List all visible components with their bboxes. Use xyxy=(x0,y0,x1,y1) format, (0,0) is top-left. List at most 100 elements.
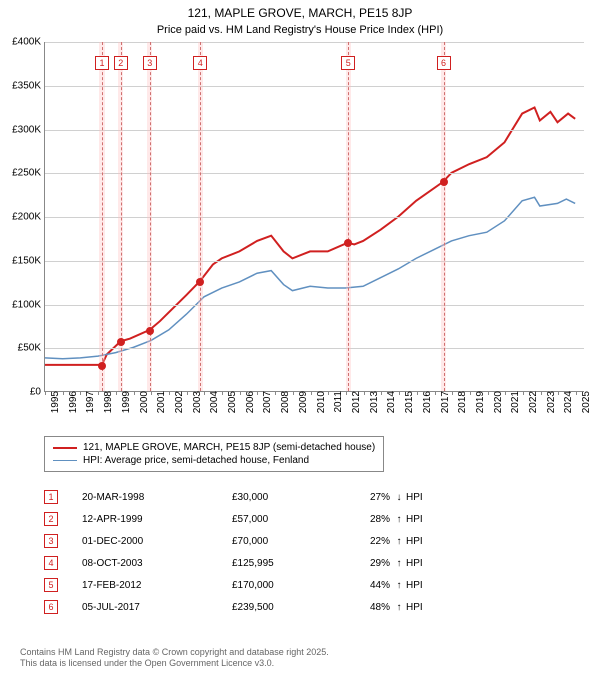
sale-dot xyxy=(344,239,352,247)
sales-price: £170,000 xyxy=(232,580,342,591)
sales-hpi-label: HPI xyxy=(406,536,436,547)
x-axis-label: 2024 xyxy=(562,391,574,413)
chart-subtitle: Price paid vs. HM Land Registry's House … xyxy=(0,22,600,36)
x-axis-label: 2014 xyxy=(385,391,397,413)
footer-text: Contains HM Land Registry data © Crown c… xyxy=(20,647,329,670)
gridline xyxy=(45,305,584,306)
sales-row: 517-FEB-2012£170,00044%↑HPI xyxy=(44,574,436,596)
arrow-down-icon: ↓ xyxy=(392,492,406,503)
arrow-up-icon: ↑ xyxy=(392,514,406,525)
x-axis-label: 2020 xyxy=(492,391,504,413)
legend-label: 121, MAPLE GROVE, MARCH, PE15 8JP (semi-… xyxy=(83,442,375,453)
series-hpi xyxy=(45,197,575,358)
x-axis-label: 2007 xyxy=(261,391,273,413)
sales-date: 01-DEC-2000 xyxy=(82,536,232,547)
sales-date: 08-OCT-2003 xyxy=(82,558,232,569)
sales-price: £125,995 xyxy=(232,558,342,569)
x-axis-label: 2015 xyxy=(403,391,415,413)
x-axis-label: 2011 xyxy=(332,391,344,413)
sales-pct: 27% xyxy=(342,492,392,503)
legend: 121, MAPLE GROVE, MARCH, PE15 8JP (semi-… xyxy=(44,436,384,472)
x-axis-label: 1995 xyxy=(49,391,61,413)
x-axis-label: 2001 xyxy=(155,391,167,413)
sales-price: £57,000 xyxy=(232,514,342,525)
legend-swatch xyxy=(53,460,77,462)
series-property xyxy=(45,107,575,364)
x-tick xyxy=(80,391,81,395)
sales-marker: 6 xyxy=(44,600,58,614)
y-axis-label: £300K xyxy=(12,124,45,135)
x-axis-label: 2006 xyxy=(244,391,256,413)
x-axis-label: 1998 xyxy=(102,391,114,413)
y-axis-label: £150K xyxy=(12,255,45,266)
x-tick xyxy=(311,391,312,395)
y-axis-label: £200K xyxy=(12,212,45,223)
arrow-up-icon: ↑ xyxy=(392,602,406,613)
y-axis-label: £350K xyxy=(12,80,45,91)
sales-price: £70,000 xyxy=(232,536,342,547)
sales-pct: 29% xyxy=(342,558,392,569)
x-axis-label: 1997 xyxy=(84,391,96,413)
x-tick xyxy=(417,391,418,395)
x-tick xyxy=(257,391,258,395)
footer-line-1: Contains HM Land Registry data © Crown c… xyxy=(20,647,329,659)
x-tick xyxy=(381,391,382,395)
x-tick xyxy=(576,391,577,395)
sales-hpi-label: HPI xyxy=(406,514,436,525)
gridline xyxy=(45,42,584,43)
chart-title: 121, MAPLE GROVE, MARCH, PE15 8JP xyxy=(0,0,600,22)
x-tick xyxy=(452,391,453,395)
sale-dot xyxy=(440,178,448,186)
x-axis-label: 1999 xyxy=(120,391,132,413)
y-axis-label: £400K xyxy=(12,37,45,48)
x-tick xyxy=(488,391,489,395)
sales-hpi-label: HPI xyxy=(406,580,436,591)
plot-area: £0£50K£100K£150K£200K£250K£300K£350K£400… xyxy=(44,42,584,392)
x-tick xyxy=(240,391,241,395)
x-tick xyxy=(204,391,205,395)
sales-row: 212-APR-1999£57,00028%↑HPI xyxy=(44,508,436,530)
sales-price: £239,500 xyxy=(232,602,342,613)
x-tick xyxy=(151,391,152,395)
x-axis-label: 2018 xyxy=(456,391,468,413)
x-tick xyxy=(275,391,276,395)
sale-marker-box: 3 xyxy=(143,56,157,70)
x-tick xyxy=(523,391,524,395)
x-tick xyxy=(399,391,400,395)
x-tick xyxy=(346,391,347,395)
sales-price: £30,000 xyxy=(232,492,342,503)
sale-marker-box: 6 xyxy=(437,56,451,70)
sales-date: 12-APR-1999 xyxy=(82,514,232,525)
legend-item: 121, MAPLE GROVE, MARCH, PE15 8JP (semi-… xyxy=(53,441,375,454)
legend-item: HPI: Average price, semi-detached house,… xyxy=(53,454,375,467)
x-axis-label: 2023 xyxy=(545,391,557,413)
x-tick xyxy=(116,391,117,395)
x-tick xyxy=(63,391,64,395)
sales-date: 17-FEB-2012 xyxy=(82,580,232,591)
x-axis-label: 2013 xyxy=(368,391,380,413)
gridline xyxy=(45,261,584,262)
x-tick xyxy=(558,391,559,395)
sale-dashed-line xyxy=(102,42,103,391)
sales-marker: 1 xyxy=(44,490,58,504)
x-tick xyxy=(222,391,223,395)
x-axis-label: 2012 xyxy=(350,391,362,413)
sale-dashed-line xyxy=(200,42,201,391)
gridline xyxy=(45,217,584,218)
sale-dot xyxy=(117,338,125,346)
sales-row: 408-OCT-2003£125,99529%↑HPI xyxy=(44,552,436,574)
x-tick xyxy=(364,391,365,395)
x-axis-label: 1996 xyxy=(67,391,79,413)
sales-row: 120-MAR-1998£30,00027%↓HPI xyxy=(44,486,436,508)
arrow-up-icon: ↑ xyxy=(392,536,406,547)
x-tick xyxy=(134,391,135,395)
y-axis-label: £100K xyxy=(12,299,45,310)
x-axis-label: 2010 xyxy=(315,391,327,413)
x-axis-label: 2000 xyxy=(138,391,150,413)
x-axis-label: 2009 xyxy=(297,391,309,413)
x-tick xyxy=(505,391,506,395)
y-axis-label: £250K xyxy=(12,168,45,179)
sale-dashed-line xyxy=(150,42,151,391)
footer-line-2: This data is licensed under the Open Gov… xyxy=(20,658,329,670)
sales-hpi-label: HPI xyxy=(406,602,436,613)
